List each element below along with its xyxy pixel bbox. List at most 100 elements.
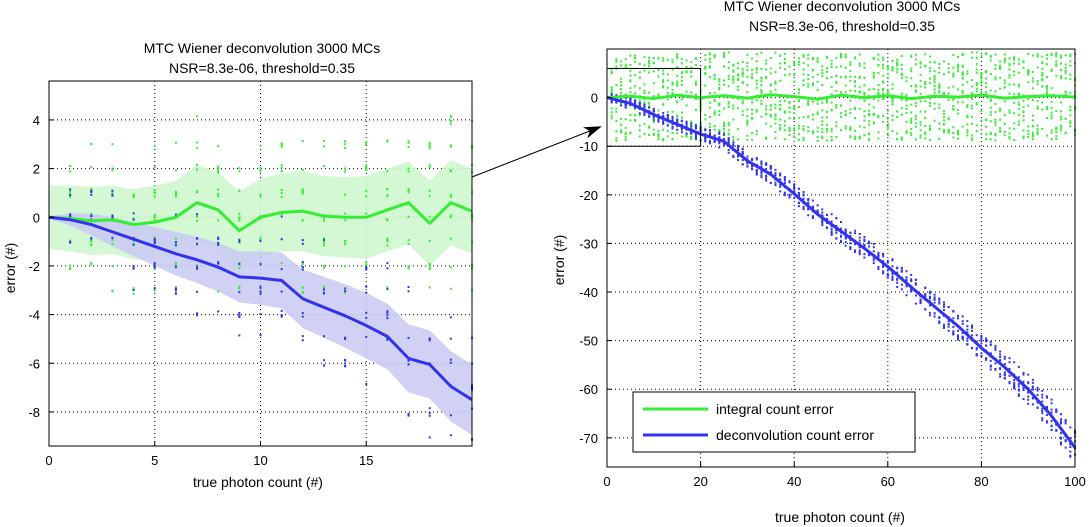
sample-point (928, 70, 931, 73)
sample-point (760, 115, 763, 118)
sample-point (708, 57, 711, 60)
sample-point (830, 232, 833, 235)
sample-point (840, 104, 842, 107)
sample-point (821, 75, 824, 78)
sample-point (760, 163, 763, 166)
sample-point (919, 85, 922, 88)
sample-point (280, 262, 283, 265)
sample-point (999, 353, 1002, 356)
sample-point (821, 221, 824, 224)
sample-point (914, 90, 917, 93)
sample-point (1059, 422, 1062, 425)
sample-point (830, 93, 833, 96)
sample-point (755, 82, 758, 85)
sample-point (994, 348, 997, 351)
sample-point (1017, 93, 1020, 96)
sample-point (811, 132, 814, 135)
sample-point (620, 104, 623, 107)
sample-point (919, 299, 922, 302)
sample-point (765, 59, 768, 62)
sample-point (322, 335, 325, 338)
sample-point (896, 116, 899, 119)
sample-point (727, 141, 730, 144)
sample-point (882, 58, 885, 61)
sample-point (1013, 138, 1016, 141)
sample-point (872, 74, 875, 77)
sample-point (849, 135, 852, 138)
sample-point (999, 355, 1002, 358)
sample-point (989, 340, 992, 343)
sample-point (905, 98, 908, 101)
sample-point (732, 70, 735, 73)
sample-point (858, 62, 861, 65)
sample-point (1050, 425, 1053, 428)
sample-point (938, 321, 941, 324)
sample-point (900, 288, 903, 291)
sample-point (769, 113, 772, 116)
sample-point (924, 295, 927, 298)
sample-point (999, 367, 1002, 370)
sample-point (1003, 114, 1006, 117)
sample-point (624, 97, 627, 100)
sample-point (952, 325, 955, 328)
sample-point (718, 88, 721, 91)
sample-point (1017, 83, 1020, 86)
sample-point (966, 114, 969, 117)
sample-point (610, 90, 613, 93)
sample-point (868, 109, 871, 112)
sample-point (985, 340, 988, 343)
sample-point (737, 67, 740, 70)
sample-point (1027, 73, 1030, 76)
sample-point (718, 113, 721, 116)
sample-point (676, 66, 679, 69)
sample-point (643, 101, 646, 104)
sample-point (999, 107, 1002, 110)
sample-point (928, 311, 931, 314)
sample-point (90, 261, 93, 264)
sample-point (344, 290, 347, 293)
sample-point (849, 111, 852, 114)
sample-point (1027, 136, 1030, 139)
sample-point (671, 81, 674, 84)
sample-point (301, 268, 304, 271)
sample-point (980, 335, 983, 338)
sample-point (914, 58, 917, 61)
sample-point (896, 281, 899, 284)
sample-point (713, 99, 716, 102)
sample-point (301, 188, 304, 191)
sample-point (802, 73, 805, 76)
sample-point (259, 239, 262, 242)
sample-point (685, 59, 688, 62)
sample-point (886, 272, 889, 275)
sample-point (629, 104, 632, 107)
sample-point (975, 87, 978, 90)
sample-point (957, 314, 959, 317)
sample-point (174, 244, 177, 247)
sample-point (751, 132, 754, 135)
sample-point (704, 113, 707, 116)
sample-point (760, 161, 763, 164)
sample-point (863, 115, 866, 118)
x-tick-label: 0 (45, 453, 52, 468)
sample-point (685, 120, 688, 123)
sample-point (1059, 77, 1062, 80)
sample-point (648, 106, 651, 109)
sample-point (1036, 99, 1039, 102)
sample-point (830, 75, 833, 78)
sample-point (344, 140, 347, 143)
sample-point (999, 60, 1002, 63)
sample-point (989, 343, 992, 346)
sample-point (760, 51, 763, 54)
sample-point (1055, 128, 1058, 131)
sample-point (1055, 423, 1058, 426)
sample-point (174, 237, 177, 240)
sample-point (153, 215, 156, 218)
sample-point (928, 97, 931, 100)
sample-point (999, 66, 1002, 69)
sample-point (407, 363, 410, 366)
sample-point (769, 125, 772, 128)
sample-point (961, 332, 964, 335)
sample-point (690, 132, 693, 135)
sample-point (952, 66, 955, 69)
sample-point (259, 334, 262, 337)
